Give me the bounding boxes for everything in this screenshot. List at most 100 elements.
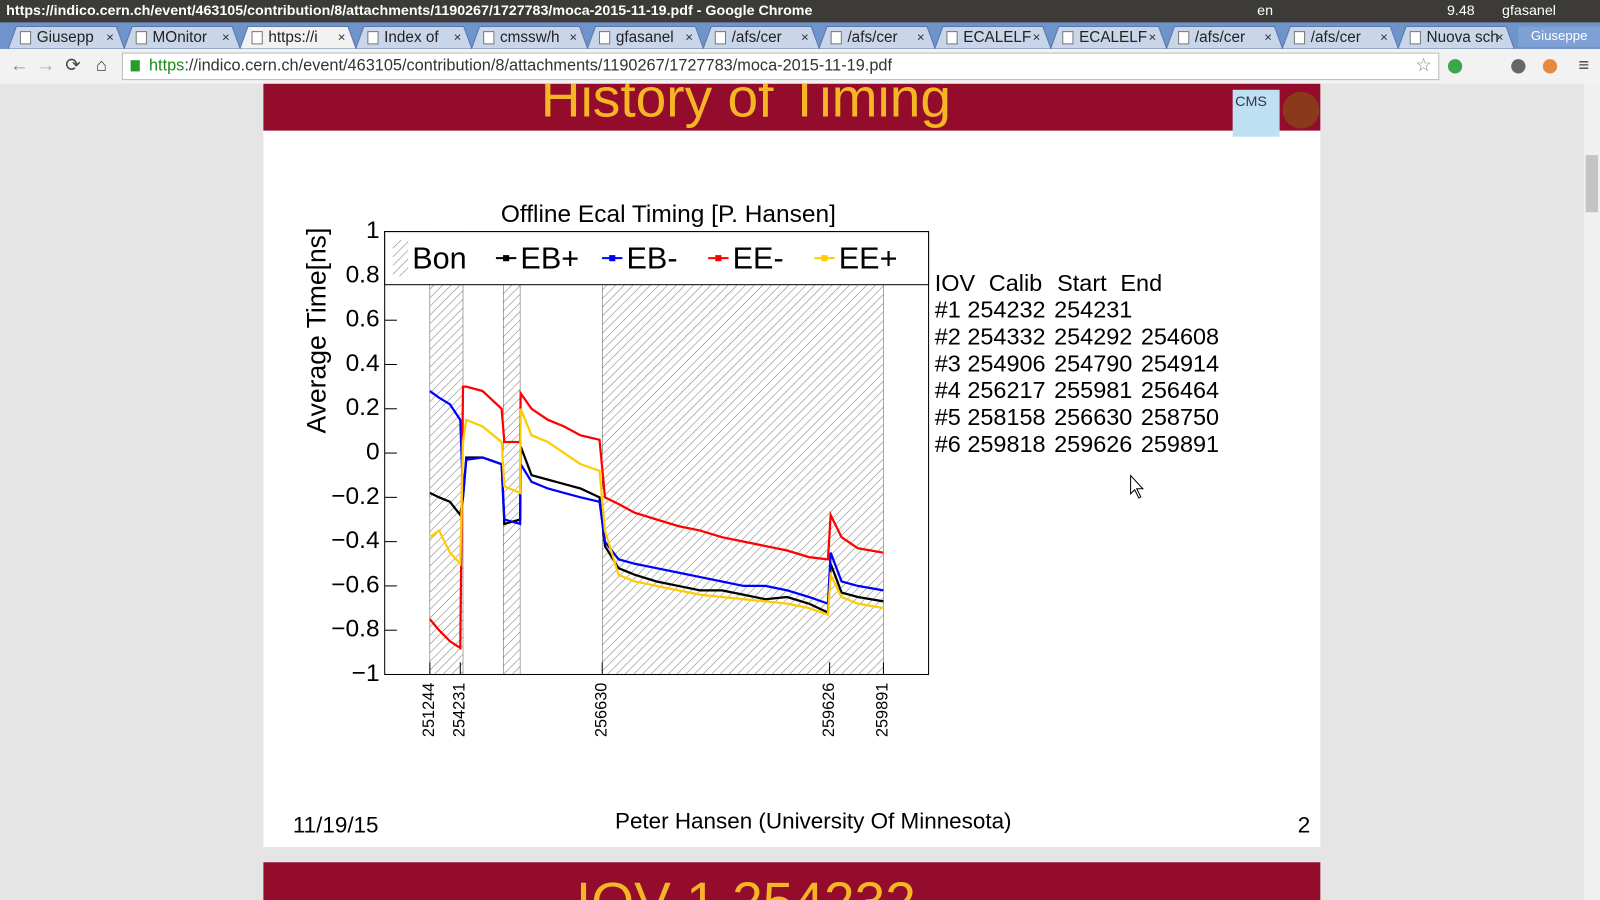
tab-close[interactable]: × — [1148, 29, 1156, 44]
tab-title[interactable]: MOnitor — [153, 29, 207, 46]
scrollbar[interactable] — [1583, 83, 1600, 900]
tab-title[interactable]: /afs/cer — [1195, 29, 1245, 46]
url[interactable]: https://indico.cern.ch/event/463105/cont… — [149, 57, 893, 75]
tab-close[interactable]: × — [106, 29, 114, 44]
y-tick-label: −1 — [352, 660, 380, 687]
tab-title[interactable]: ECALELF — [963, 29, 1031, 46]
extension[interactable] — [1447, 59, 1463, 74]
tabs: Giusepp × MOnitor × https://i × Index of × cmssw… — [7, 26, 1516, 50]
scroll-thumb[interactable] — [1585, 155, 1598, 213]
y-tick-label: 0.6 — [346, 306, 380, 333]
footer-page: 2 — [1298, 812, 1310, 837]
footer-date: 11/19/15 — [293, 812, 379, 837]
tab-title[interactable]: https://i — [268, 29, 317, 46]
address-bar[interactable] — [121, 52, 1440, 81]
tab-title[interactable]: Index of — [384, 29, 439, 46]
legend-label: EB+ — [520, 241, 579, 275]
table-cell: 259818 — [967, 431, 1045, 457]
tab-close[interactable]: × — [569, 29, 577, 44]
user[interactable]: gfasanel — [1502, 3, 1556, 19]
table-cell: 259626 — [1054, 431, 1132, 457]
tab-icon — [367, 31, 379, 45]
tab-icon — [483, 31, 495, 45]
x-tick-label: 254231 — [451, 683, 469, 737]
tab-close[interactable]: × — [1264, 29, 1272, 44]
y-tick-label: −0.6 — [331, 571, 379, 598]
tab-close[interactable]: × — [1496, 29, 1504, 44]
table-cell: 254790 — [1054, 350, 1132, 376]
window-title: https://indico.cern.ch/event/463105/cont… — [6, 3, 812, 19]
table-cell: #6 — [935, 431, 961, 457]
tab-close[interactable]: × — [1033, 29, 1041, 44]
forward[interactable]: → — [37, 54, 55, 75]
tab-icon — [1062, 31, 1074, 45]
table-cell: 254332 — [967, 323, 1045, 349]
table-header: Calib — [989, 270, 1042, 296]
legend-label: EB- — [627, 241, 678, 275]
top-bar — [0, 0, 1600, 23]
tab-title[interactable]: Giusepp — [37, 29, 94, 46]
logo-text: CMS — [1235, 94, 1267, 110]
tab-close[interactable]: × — [1380, 29, 1388, 44]
tab-title[interactable]: /afs/cer — [732, 29, 782, 46]
series-line — [428, 385, 884, 650]
y-axis-label: Average Time[ns] — [301, 228, 331, 434]
tab-icon — [714, 31, 727, 45]
tab-close[interactable]: × — [454, 29, 462, 44]
bookmark-star[interactable]: ☆ — [1415, 54, 1431, 75]
tab-title[interactable]: /afs/cer — [1311, 29, 1361, 46]
url-scheme: https — [149, 57, 184, 75]
tab-close[interactable]: × — [685, 29, 693, 44]
bon-band — [601, 231, 884, 675]
legend-swatch — [392, 239, 409, 277]
table-cell: 254231 — [1054, 296, 1132, 322]
tab-icon — [830, 31, 842, 45]
bon-band — [429, 231, 464, 675]
tab-close[interactable]: × — [801, 29, 809, 44]
extension[interactable] — [1511, 59, 1526, 74]
x-tick-label: 251244 — [420, 683, 438, 737]
clock[interactable]: 9.48 — [1447, 3, 1475, 19]
tab-title[interactable]: gfasanel — [616, 29, 674, 46]
tab-icon — [1178, 31, 1190, 45]
tab-close[interactable]: × — [917, 29, 925, 44]
series-line — [429, 390, 884, 606]
bon-band — [503, 231, 521, 675]
x-tick-label: 256630 — [593, 683, 611, 737]
extension[interactable] — [1542, 59, 1558, 74]
y-tick-label: 1 — [366, 217, 380, 244]
table-cell: #1 — [935, 296, 961, 322]
legend-label: EE- — [733, 241, 784, 275]
chart-title: Offline Ecal Timing [P. Hansen] — [501, 201, 836, 228]
tab-title[interactable]: /afs/cer — [847, 29, 897, 46]
y-tick-label: 0 — [366, 439, 380, 466]
series-line — [429, 408, 884, 617]
tab-close[interactable]: × — [222, 29, 230, 44]
profile-button[interactable] — [1518, 26, 1600, 47]
table-cell: 256630 — [1054, 404, 1132, 430]
profile[interactable]: Giuseppe — [1531, 28, 1588, 43]
iov-table: IOV Calib Start End#1 254232 254231#2 254332 25… — [935, 270, 1219, 457]
tab-icon — [251, 31, 263, 45]
tab-close[interactable]: × — [338, 29, 346, 44]
home[interactable]: ⌂ — [96, 54, 107, 75]
table-cell: 256464 — [1141, 377, 1219, 403]
table-cell: #4 — [935, 377, 961, 403]
logo — [1232, 89, 1280, 137]
table-cell: #5 — [935, 404, 961, 430]
y-tick-label: 0.8 — [346, 261, 380, 288]
url-rest: ://indico.cern.ch/event/463105/contribut… — [184, 57, 892, 75]
menu[interactable]: ≡ — [1578, 54, 1589, 75]
reload[interactable]: ⟳ — [65, 54, 80, 75]
tab-title[interactable]: Nuova sch — [1427, 29, 1499, 46]
tab-title[interactable]: cmssw/h — [500, 29, 560, 46]
keyboard[interactable]: en — [1257, 3, 1273, 19]
back[interactable]: ← — [10, 54, 28, 75]
tab-title[interactable]: ECALELF — [1079, 29, 1147, 46]
legend-marker — [609, 255, 616, 262]
chart: −1 −0.8 −0.6 −0.4 −0.2 0 0.2 0.4 0.6 0.8 1 251244 25… — [301, 201, 930, 737]
table-cell: 254914 — [1141, 350, 1219, 376]
tab-icon — [1409, 31, 1421, 45]
